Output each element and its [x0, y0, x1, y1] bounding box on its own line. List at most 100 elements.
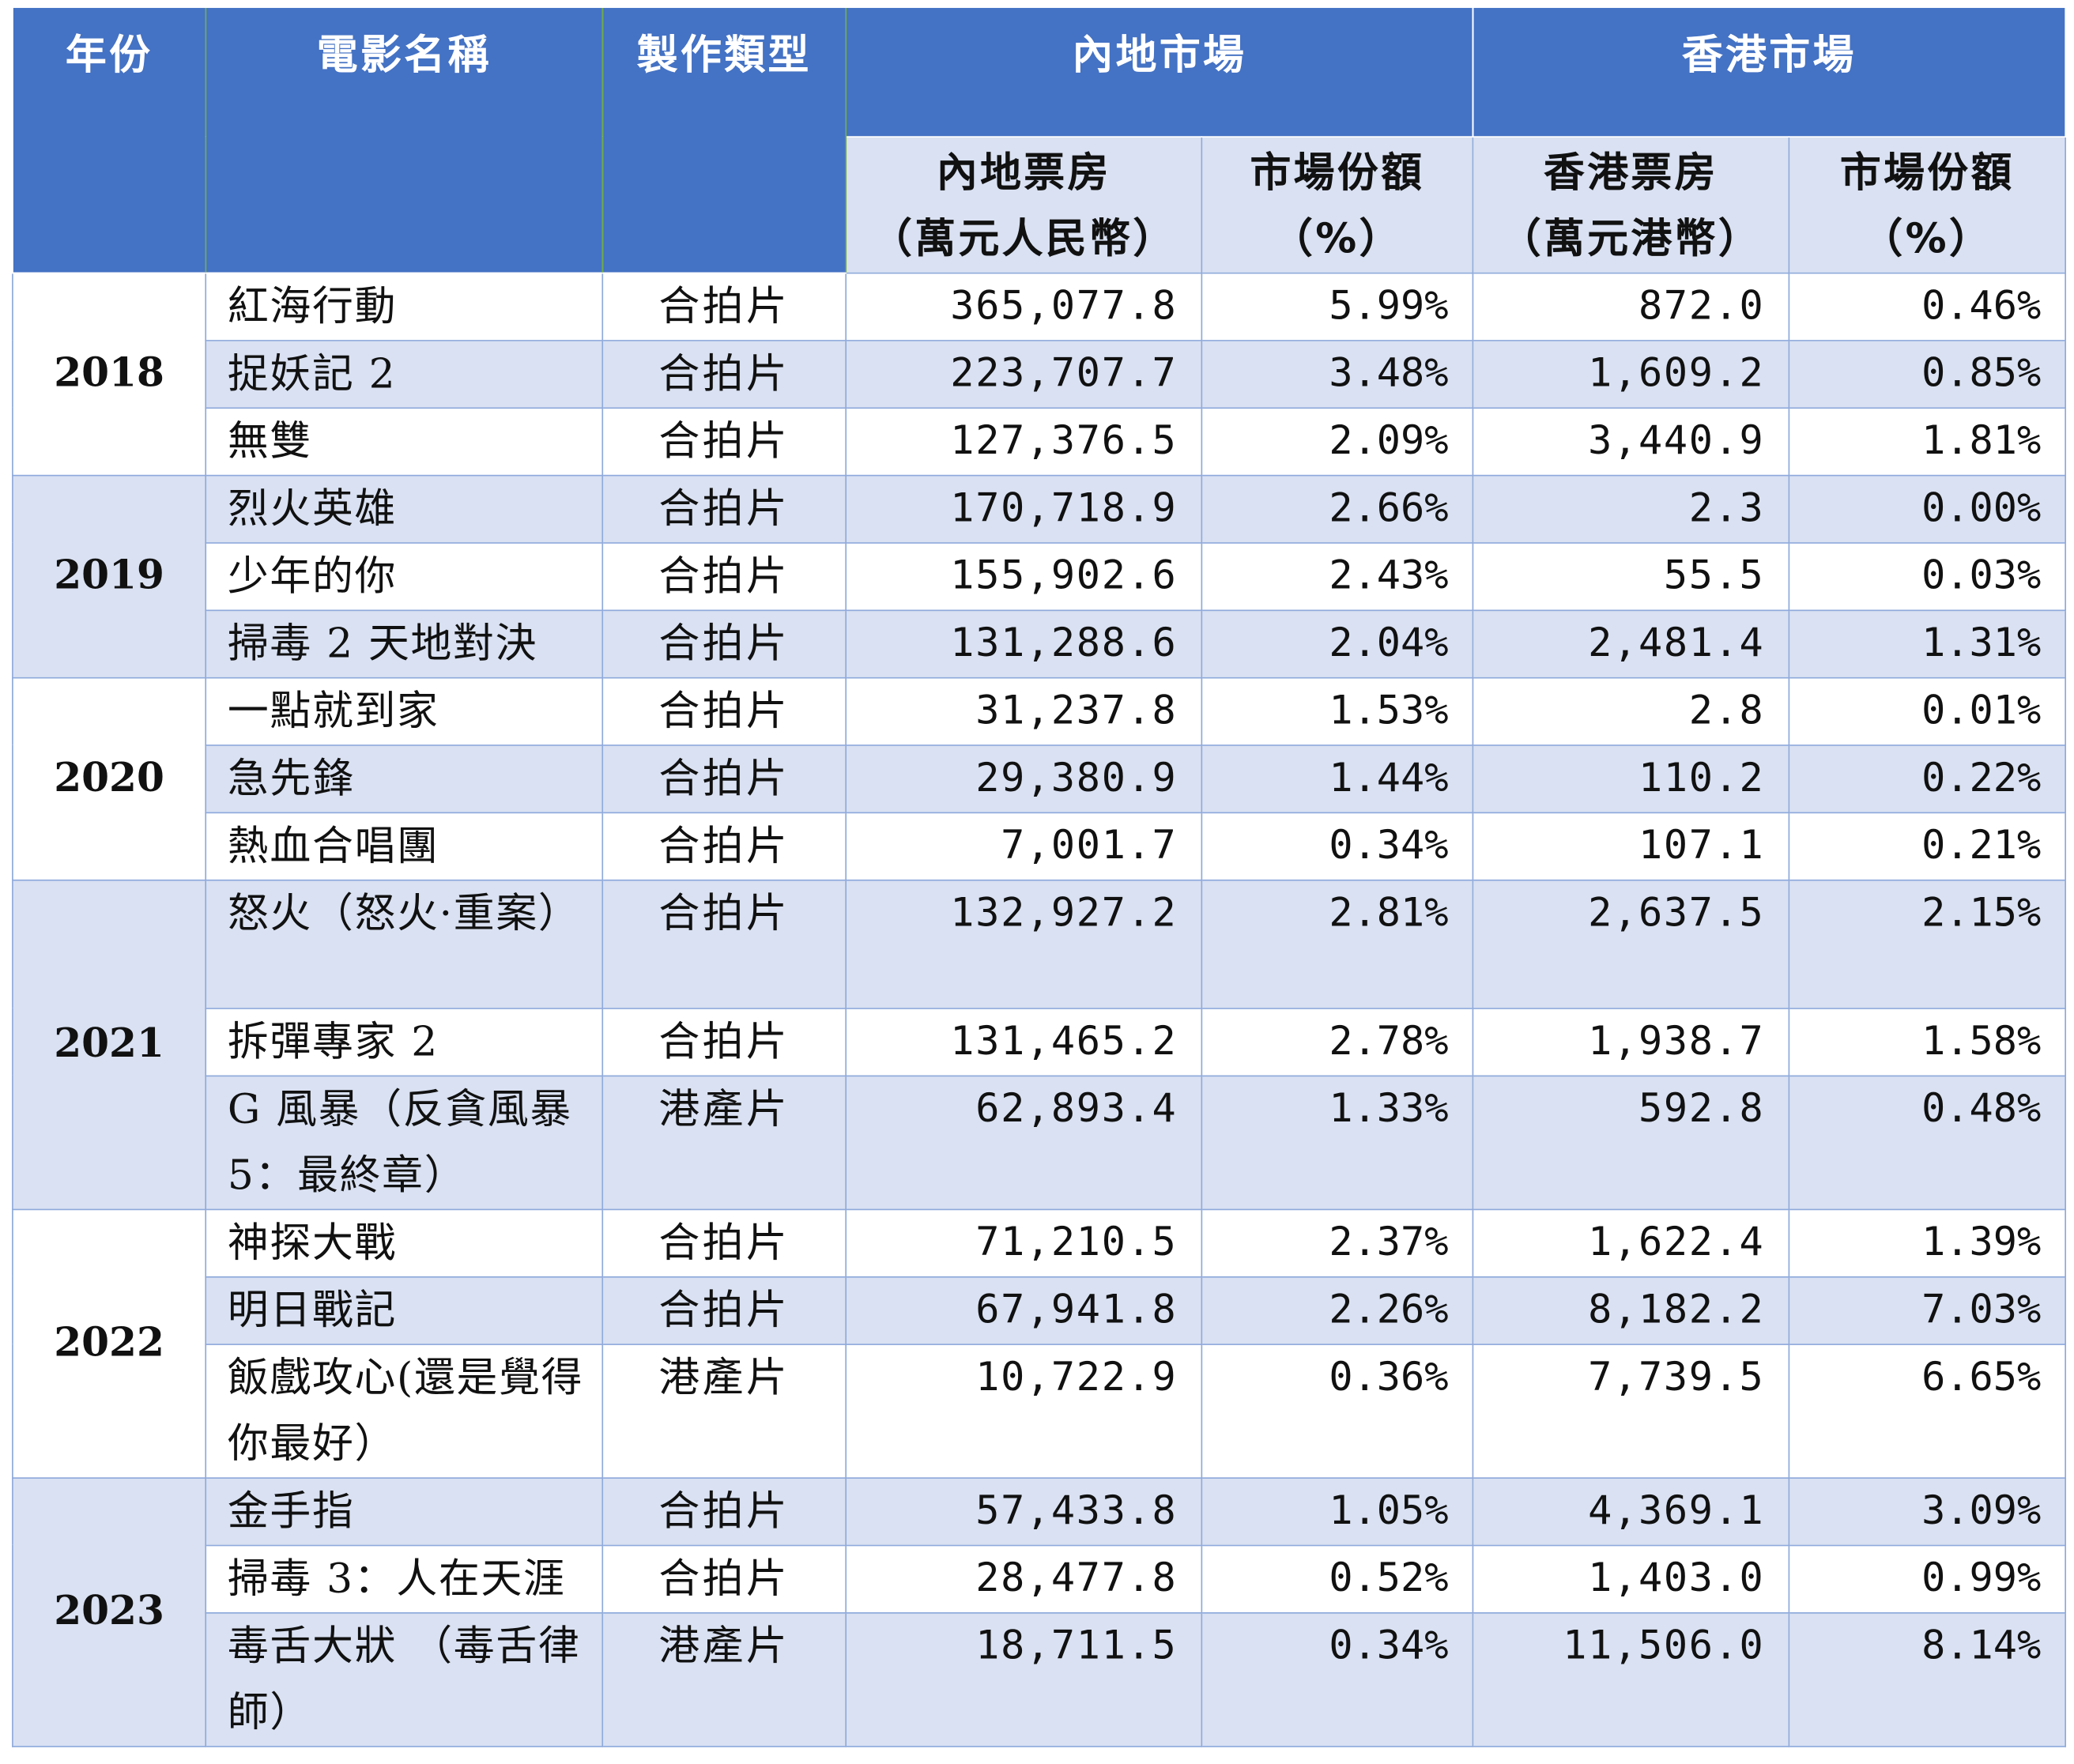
hk-box-office: 1,622.4: [1472, 1208, 1790, 1277]
hk-box-office: 1,938.7: [1472, 1007, 1790, 1076]
hk-box-office: 1,609.2: [1472, 339, 1790, 409]
mainland-share: 1.05%: [1201, 1476, 1474, 1546]
mainland-share: 0.34%: [1201, 811, 1474, 880]
header-hk-box-office-label: 香港票房: [1543, 149, 1718, 197]
hk-box-office: 872.0: [1472, 271, 1790, 341]
mainland-share: 2.78%: [1201, 1007, 1474, 1076]
mainland-box-office: 131,465.2: [845, 1007, 1203, 1076]
table-row: 熱血合唱團 合拍片 7,001.7 0.34% 107.1 0.21%: [13, 811, 2067, 880]
box-office-table: 年份 電影名稱 製作類型 內地市場 香港市場 內地票房 （萬元人民幣） 市場份額…: [12, 8, 2067, 1747]
production-type: 合拍片: [601, 1476, 847, 1546]
mainland-share: 3.48%: [1201, 339, 1474, 409]
mainland-box-office: 18,711.5: [845, 1611, 1203, 1747]
hk-share: 0.00%: [1788, 473, 2067, 543]
mainland-box-office: 67,941.8: [845, 1276, 1203, 1345]
hk-box-office: 11,506.0: [1472, 1611, 1790, 1747]
mainland-share: 0.36%: [1201, 1343, 1474, 1479]
film-name: 拆彈專家 2: [205, 1007, 604, 1076]
production-type: 合拍片: [601, 271, 847, 341]
table-row: 2022 神探大戰 合拍片 71,210.5 2.37% 1,622.4 1.3…: [12, 1208, 2067, 1479]
hk-share: 0.46%: [1788, 271, 2067, 341]
mainland-box-office: 155,902.6: [845, 541, 1203, 611]
hk-box-office: 55.5: [1472, 541, 1790, 611]
film-name: 熱血合唱團: [205, 811, 604, 880]
hk-box-office: 2.3: [1472, 473, 1790, 543]
production-type: 合拍片: [601, 541, 847, 611]
header-mainland-box-office-label: 內地票房: [936, 149, 1111, 197]
hk-share: 1.39%: [1788, 1208, 2067, 1277]
mainland-share: 2.37%: [1201, 1208, 1474, 1277]
mainland-box-office: 62,893.4: [845, 1074, 1203, 1210]
year-cell: 2022: [12, 1208, 207, 1479]
header-mainland-share-unit: （%）: [1272, 214, 1403, 263]
mainland-share: 2.81%: [1201, 879, 1474, 1009]
hk-share: 1.31%: [1788, 609, 2067, 678]
table-row: 掃毒 2 天地對決 合拍片 131,288.6 2.04% 2,481.4 1.…: [13, 609, 2067, 678]
header-hk-box-office-unit: （萬元港幣）: [1499, 214, 1763, 263]
production-type: 合拍片: [601, 811, 847, 880]
header-hk-market: 香港市場: [1472, 8, 2067, 138]
header-mainland-market: 內地市場: [845, 8, 1474, 138]
production-type: 合拍片: [601, 609, 847, 678]
hk-share: 0.22%: [1788, 744, 2067, 813]
year-cell: 2020: [12, 676, 207, 880]
film-name: 怒火（怒火·重案）: [205, 879, 604, 1009]
hk-share: 2.15%: [1788, 879, 2067, 1009]
hk-box-office: 4,369.1: [1472, 1476, 1790, 1546]
table-row: 毒舌大狀 （毒舌律師） 港產片 18,711.5 0.34% 11,506.0 …: [13, 1611, 2067, 1747]
hk-share: 0.48%: [1788, 1074, 2067, 1210]
mainland-box-office: 170,718.9: [845, 473, 1203, 543]
production-type: 合拍片: [601, 744, 847, 813]
mainland-share: 1.53%: [1201, 676, 1474, 746]
hk-box-office: 8,182.2: [1472, 1276, 1790, 1345]
table-row: 2023 金手指 合拍片 57,433.8 1.05% 4,369.1 3.09…: [12, 1476, 2067, 1747]
year-cell: 2018: [12, 271, 207, 476]
hk-box-office: 1,403.0: [1472, 1544, 1790, 1613]
hk-share: 0.99%: [1788, 1544, 2067, 1613]
film-name: 捉妖記 2: [205, 339, 604, 409]
year-cell: 2019: [12, 473, 207, 678]
header-mainland-share-label: 市場份額: [1250, 149, 1425, 197]
mainland-share: 2.26%: [1201, 1276, 1474, 1345]
table-body: 2018 紅海行動 合拍片 365,077.8 5.99% 872.0 0.46…: [12, 271, 2067, 1747]
table-row: 明日戰記 合拍片 67,941.8 2.26% 8,182.2 7.03%: [13, 1276, 2067, 1345]
table-row: 2019 烈火英雄 合拍片 170,718.9 2.66% 2.3 0.00%: [12, 473, 2067, 678]
film-name: 無雙: [205, 406, 604, 476]
mainland-box-office: 7,001.7: [845, 811, 1203, 880]
mainland-share: 5.99%: [1201, 271, 1474, 341]
mainland-box-office: 127,376.5: [845, 406, 1203, 476]
mainland-box-office: 365,077.8: [845, 271, 1203, 341]
production-type: 合拍片: [601, 676, 847, 746]
hk-share: 8.14%: [1788, 1611, 2067, 1747]
production-type: 合拍片: [601, 1007, 847, 1076]
film-name: 少年的你: [205, 541, 604, 611]
hk-share: 6.65%: [1788, 1343, 2067, 1479]
production-type: 合拍片: [601, 1208, 847, 1277]
mainland-box-office: 57,433.8: [845, 1476, 1203, 1546]
production-type: 合拍片: [601, 406, 847, 476]
film-name: 掃毒 3：人在天涯: [205, 1544, 604, 1613]
mainland-box-office: 131,288.6: [845, 609, 1203, 678]
film-name: 急先鋒: [205, 744, 604, 813]
mainland-share: 1.33%: [1201, 1074, 1474, 1210]
table-row: 掃毒 3：人在天涯 合拍片 28,477.8 0.52% 1,403.0 0.9…: [13, 1544, 2067, 1613]
mainland-box-office: 10,722.9: [845, 1343, 1203, 1479]
mainland-share: 2.04%: [1201, 609, 1474, 678]
header-film-name: 電影名稱: [205, 8, 604, 273]
table-row: 捉妖記 2 合拍片 223,707.7 3.48% 1,609.2 0.85%: [13, 339, 2067, 409]
hk-share: 0.85%: [1788, 339, 2067, 409]
hk-share: 0.21%: [1788, 811, 2067, 880]
header-hk-box-office: 香港票房 （萬元港幣）: [1472, 135, 1790, 273]
header-hk-share: 市場份額 （%）: [1788, 135, 2067, 273]
mainland-box-office: 28,477.8: [845, 1544, 1203, 1613]
production-type: 港產片: [601, 1611, 847, 1747]
hk-share: 1.81%: [1788, 406, 2067, 476]
production-type: 合拍片: [601, 1276, 847, 1345]
table-row: 少年的你 合拍片 155,902.6 2.43% 55.5 0.03%: [13, 541, 2067, 611]
hk-box-office: 2,637.5: [1472, 879, 1790, 1009]
table-row: 無雙 合拍片 127,376.5 2.09% 3,440.9 1.81%: [13, 406, 2067, 476]
film-name: G 風暴（反貪風暴 5：最終章）: [205, 1074, 604, 1210]
mainland-share: 1.44%: [1201, 744, 1474, 813]
hk-box-office: 592.8: [1472, 1074, 1790, 1210]
table-row: 飯戲攻心(還是覺得你最好） 港產片 10,722.9 0.36% 7,739.5…: [13, 1343, 2067, 1479]
